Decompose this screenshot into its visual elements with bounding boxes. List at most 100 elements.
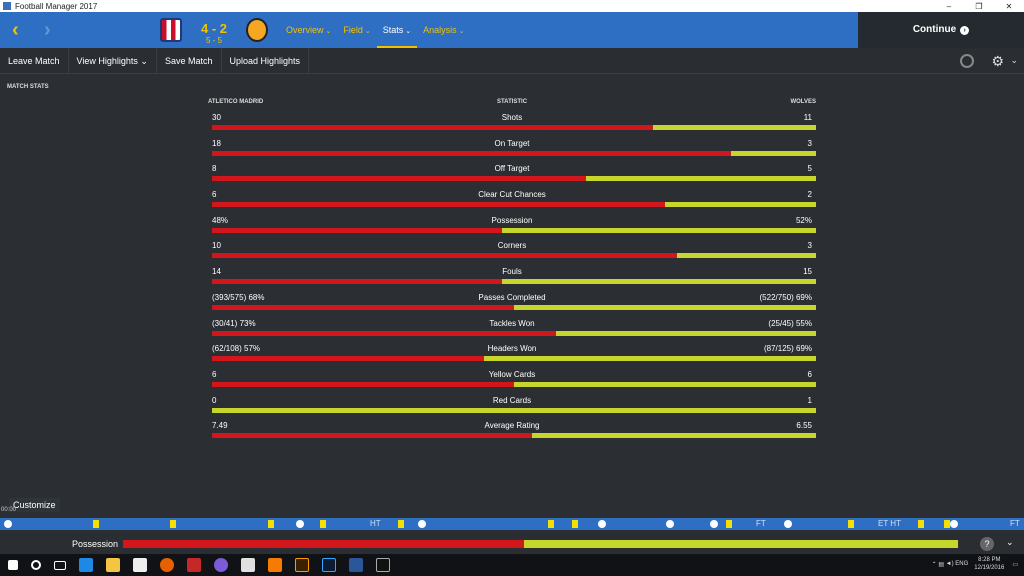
goal-icon[interactable] xyxy=(4,520,12,528)
chevron-down-icon[interactable]: ⌄ xyxy=(1006,537,1014,547)
word-icon[interactable] xyxy=(349,558,363,572)
match-header: ‹ › 4 - 2 5 - 5 Overview ⌄ Field ⌄ Stats ⌄ … xyxy=(0,12,858,48)
home-share-fill xyxy=(212,227,502,233)
yellow-card-icon[interactable] xyxy=(268,520,274,528)
continue-button[interactable]: Continue › xyxy=(858,12,1024,48)
match-timeline[interactable]: HT FT ET HT FT xyxy=(0,518,1024,530)
chevron-up-icon[interactable]: ⌃ xyxy=(931,561,937,568)
leave-match-button[interactable]: Leave Match xyxy=(0,47,69,74)
viber-icon[interactable] xyxy=(214,558,228,572)
yellow-card-icon[interactable] xyxy=(918,520,924,528)
home-value: (62/108) 57% xyxy=(212,344,261,354)
section-title: MATCH STATS xyxy=(7,84,49,90)
tray-date: 12/19/2016 xyxy=(974,565,1005,571)
app-icon[interactable] xyxy=(241,558,255,572)
yellow-card-icon[interactable] xyxy=(398,520,404,528)
stat-comparison-bar xyxy=(212,150,816,156)
store-icon[interactable] xyxy=(133,558,147,572)
chevron-down-icon[interactable]: ⌄ xyxy=(1010,55,1018,65)
goal-icon[interactable] xyxy=(598,520,606,528)
minimize-button[interactable]: – xyxy=(946,1,952,11)
goal-icon[interactable] xyxy=(784,520,792,528)
windows-start-icon[interactable] xyxy=(8,560,18,570)
match-stats-table: ATLETICO MADRID STATISTIC WOLVES 30 Shots… xyxy=(208,96,816,442)
statistic-header: STATISTIC xyxy=(496,99,528,105)
stat-label: On Target xyxy=(494,138,530,148)
match-score: 4 - 2 xyxy=(200,21,227,36)
network-icon[interactable]: ▤ xyxy=(938,561,944,568)
tab-label: Overview xyxy=(286,25,324,35)
tab-field[interactable]: Field ⌄ xyxy=(337,12,376,48)
view-highlights-button[interactable]: View Highlights ⌄ xyxy=(69,47,157,74)
stat-comparison-bar xyxy=(212,253,816,259)
stat-comparison-bar xyxy=(212,381,816,387)
possession-bar: Possession ? ⌄ xyxy=(0,534,1024,554)
goal-icon[interactable] xyxy=(666,520,674,528)
tab-label: Field xyxy=(343,25,363,35)
yellow-card-icon[interactable] xyxy=(548,520,554,528)
stat-row: (393/575) 68% Passes Completed (522/750) 6… xyxy=(208,288,816,314)
home-value: 8 xyxy=(212,164,217,174)
tab-overview[interactable]: Overview ⌄ xyxy=(280,12,337,48)
upload-highlights-button[interactable]: Upload Highlights xyxy=(222,47,310,74)
notifications-icon[interactable]: ▭ xyxy=(1012,561,1018,568)
stat-comparison-bar xyxy=(212,433,816,439)
goal-icon[interactable] xyxy=(950,520,958,528)
tab-analysis[interactable]: Analysis ⌄ xyxy=(417,12,470,48)
stat-row: 8 Off Target 5 xyxy=(208,159,816,185)
file-explorer-icon[interactable] xyxy=(106,558,120,572)
stat-label: Possession xyxy=(491,215,533,225)
yellow-card-icon[interactable] xyxy=(944,520,950,528)
home-share-fill xyxy=(212,202,665,208)
help-icon[interactable]: ? xyxy=(980,537,994,551)
play-icon: › xyxy=(960,26,970,35)
goal-icon[interactable] xyxy=(418,520,426,528)
gear-icon[interactable]: ⚙ xyxy=(991,53,1004,69)
home-value: 48% xyxy=(212,215,229,225)
edge-icon[interactable] xyxy=(79,558,93,572)
header-tabs: Overview ⌄ Field ⌄ Stats ⌄ Analysis ⌄ xyxy=(280,12,471,48)
maximize-button[interactable]: ❐ xyxy=(975,1,983,11)
yellow-card-icon[interactable] xyxy=(170,520,176,528)
half-time-mark: HT xyxy=(370,519,381,528)
stat-row: 7.49 Average Rating 6.55 xyxy=(208,416,816,442)
save-match-button[interactable]: Save Match xyxy=(157,47,222,74)
away-team-crest[interactable] xyxy=(246,18,268,42)
stat-comparison-bar xyxy=(212,356,816,362)
goal-icon[interactable] xyxy=(710,520,718,528)
illustrator-icon[interactable] xyxy=(295,558,309,572)
close-button[interactable]: ✕ xyxy=(1005,1,1013,11)
yellow-card-icon[interactable] xyxy=(726,520,732,528)
full-time-mark: FT xyxy=(756,519,766,528)
stat-row: (30/41) 73% Tackles Won (25/45) 55% xyxy=(208,314,816,340)
away-team-header: WOLVES xyxy=(790,99,817,105)
photoshop-icon[interactable] xyxy=(322,558,336,572)
stat-row: 14 Fouls 15 xyxy=(208,262,816,288)
yellow-card-icon[interactable] xyxy=(848,520,854,528)
volume-icon[interactable]: ◄) xyxy=(945,561,954,567)
firefox-icon[interactable] xyxy=(160,558,174,572)
stat-row: 10 Corners 3 xyxy=(208,236,816,262)
stat-label: Shots xyxy=(501,113,523,122)
tab-stats[interactable]: Stats ⌄ xyxy=(376,12,418,48)
football-manager-icon[interactable] xyxy=(376,558,390,572)
yellow-card-icon[interactable] xyxy=(93,520,99,528)
away-value: 2 xyxy=(807,190,812,200)
language-indicator[interactable]: ENG xyxy=(955,561,969,567)
goal-icon[interactable] xyxy=(296,520,304,528)
tray-clock[interactable]: 8:28 PM 12/19/2016 xyxy=(974,556,1004,572)
yellow-card-icon[interactable] xyxy=(320,520,326,528)
customize-button[interactable]: Customize xyxy=(9,498,60,512)
yellow-card-icon[interactable] xyxy=(572,520,578,528)
home-team-crest[interactable] xyxy=(160,18,182,42)
home-value: 18 xyxy=(212,138,221,148)
forward-arrow-icon[interactable]: › xyxy=(44,19,51,41)
app-icon[interactable] xyxy=(187,558,201,572)
search-icon[interactable] xyxy=(31,560,41,570)
task-view-icon[interactable] xyxy=(54,560,66,570)
app-icon[interactable] xyxy=(268,558,282,572)
stat-label: Passes Completed xyxy=(478,292,546,302)
record-icon[interactable] xyxy=(960,54,974,68)
back-arrow-icon[interactable]: ‹ xyxy=(12,19,19,41)
stat-label: Clear Cut Chances xyxy=(478,190,546,200)
